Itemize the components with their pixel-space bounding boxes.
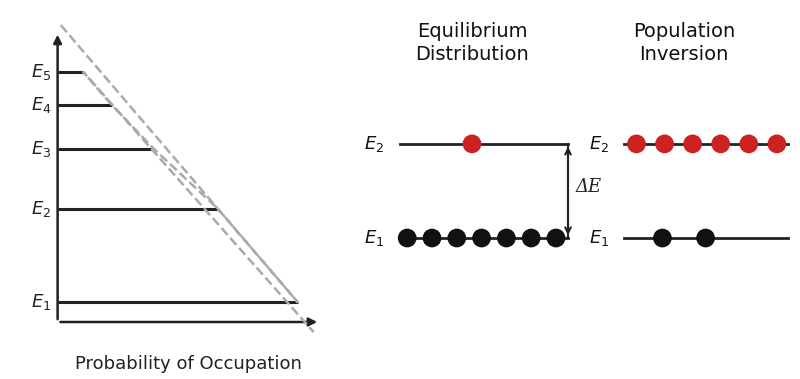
Text: Probability of Occupation: Probability of Occupation	[75, 356, 302, 373]
Text: ΔE: ΔE	[575, 179, 602, 196]
Point	[658, 141, 671, 147]
Text: $E_1$: $E_1$	[364, 228, 384, 248]
Point	[550, 235, 562, 241]
Point	[699, 235, 712, 241]
Text: $E_{5}$: $E_{5}$	[31, 62, 51, 82]
Text: $E_1$: $E_1$	[589, 228, 610, 248]
Point	[450, 235, 463, 241]
Point	[475, 235, 488, 241]
Point	[656, 235, 669, 241]
Text: $E_{4}$: $E_{4}$	[30, 95, 51, 115]
Text: $E_2$: $E_2$	[364, 134, 384, 154]
Point	[426, 235, 438, 241]
Point	[742, 141, 755, 147]
Text: Population
Inversion: Population Inversion	[633, 22, 735, 64]
Point	[500, 235, 513, 241]
Text: $E_{1}$: $E_{1}$	[31, 292, 51, 312]
Point	[630, 141, 643, 147]
Point	[770, 141, 783, 147]
Point	[686, 141, 699, 147]
Point	[714, 141, 727, 147]
Point	[525, 235, 538, 241]
Text: $E_{3}$: $E_{3}$	[31, 139, 51, 158]
Point	[401, 235, 414, 241]
Text: $E_{2}$: $E_{2}$	[31, 199, 51, 219]
Point	[466, 141, 478, 147]
Text: $E_2$: $E_2$	[589, 134, 609, 154]
Text: Equilibrium
Distribution: Equilibrium Distribution	[415, 22, 529, 64]
